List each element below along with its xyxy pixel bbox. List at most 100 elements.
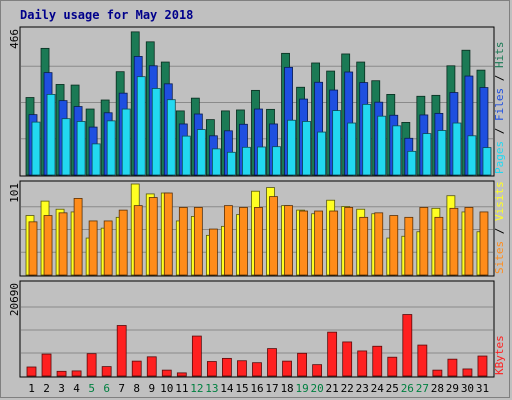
day-label-23: 23	[356, 382, 369, 395]
bar-sites-day-13	[208, 228, 218, 276]
bar-pages-day-8	[136, 76, 146, 176]
bar-kbytes-day-29	[447, 358, 458, 377]
bar-sites-day-1	[28, 221, 38, 276]
bar-kbytes-day-15	[237, 360, 247, 377]
bar-kbytes-day-12	[191, 335, 202, 377]
bar-sites-day-3	[58, 212, 68, 276]
day-label-11: 11	[175, 382, 188, 395]
bar-kbytes-day-24	[372, 345, 383, 377]
bar-kbytes-day-11	[176, 372, 187, 377]
bar-kbytes-day-19	[297, 352, 307, 377]
bar-pages-day-16	[257, 146, 266, 176]
bar-sites-day-7	[118, 209, 128, 276]
bar-sites-day-23	[359, 216, 369, 276]
day-label-28: 28	[431, 382, 444, 395]
bar-kbytes-day-8	[131, 360, 142, 377]
bar-kbytes-day-16	[252, 362, 262, 377]
bar-pages-day-7	[121, 108, 131, 176]
bar-pages-day-10	[166, 99, 176, 176]
bar-kbytes-day-5	[86, 353, 97, 377]
bar-kbytes-day-26	[402, 314, 413, 377]
bar-kbytes-day-25	[387, 356, 398, 377]
legend-sites: Sites	[493, 241, 506, 274]
day-label-4: 4	[73, 382, 80, 395]
bar-pages-day-17	[272, 146, 281, 176]
bar-pages-day-4	[76, 121, 86, 176]
legend-separator: /	[493, 121, 506, 141]
day-label-31: 31	[476, 382, 489, 395]
bar-sites-day-5	[88, 220, 98, 276]
bar-sites-day-11	[178, 207, 188, 276]
day-label-19: 19	[295, 382, 308, 395]
bar-sites-day-31	[479, 211, 489, 276]
day-label-8: 8	[133, 382, 140, 395]
bar-pages-day-25	[392, 125, 402, 176]
legend-files: Files	[493, 88, 506, 121]
bar-pages-day-9	[151, 88, 161, 176]
day-label-22: 22	[341, 382, 354, 395]
bar-pages-day-31	[482, 147, 492, 176]
panel-2-max-label: 101	[8, 183, 21, 203]
bar-kbytes-day-30	[462, 368, 473, 377]
chart-title: Daily usage for May 2018	[20, 8, 193, 22]
bar-sites-day-26	[404, 216, 414, 276]
bar-sites-day-25	[389, 215, 399, 276]
bar-kbytes-day-27	[417, 344, 428, 377]
bar-pages-day-2	[46, 94, 56, 176]
bar-kbytes-day-14	[222, 357, 232, 377]
bar-kbytes-day-9	[146, 356, 157, 377]
day-label-13: 13	[205, 382, 218, 395]
bar-pages-day-20	[317, 131, 327, 176]
day-label-14: 14	[220, 382, 234, 395]
day-label-27: 27	[416, 382, 429, 395]
bar-kbytes-day-23	[357, 350, 368, 377]
bar-pages-day-29	[452, 122, 462, 176]
legend-separator: /	[493, 68, 506, 88]
bar-pages-day-21	[332, 110, 342, 176]
bar-pages-day-22	[347, 122, 357, 176]
bar-sites-day-15	[239, 207, 248, 276]
bar-kbytes-day-1	[26, 366, 37, 377]
bar-kbytes-day-20	[312, 364, 323, 377]
day-label-30: 30	[461, 382, 474, 395]
bar-pages-day-1	[31, 121, 41, 176]
day-label-6: 6	[103, 382, 110, 395]
panel-3: 20690 KBytes	[8, 280, 506, 378]
bar-sites-day-28	[434, 216, 444, 276]
bar-kbytes-day-10	[161, 369, 172, 377]
bar-sites-day-24	[374, 212, 384, 276]
legend-pages: Pages	[493, 141, 506, 174]
day-label-10: 10	[160, 382, 173, 395]
day-label-26: 26	[401, 382, 414, 395]
bar-kbytes-day-18	[282, 360, 292, 377]
bar-sites-day-4	[73, 198, 83, 276]
bar-sites-day-27	[419, 207, 429, 276]
bar-kbytes-day-7	[116, 325, 127, 377]
panel-2-legend: Sites / Visits	[493, 181, 506, 274]
bar-pages-day-19	[302, 121, 311, 176]
bar-pages-day-6	[106, 120, 116, 176]
bar-sites-day-17	[269, 196, 278, 276]
panel-2: 101 Sites / Visits	[8, 180, 506, 277]
bar-kbytes-day-28	[432, 369, 443, 377]
bar-sites-day-2	[43, 215, 53, 276]
legend-kbytes: KBytes	[493, 335, 506, 375]
bar-sites-day-29	[449, 207, 459, 276]
bar-sites-day-14	[224, 205, 233, 276]
bar-sites-day-12	[193, 207, 203, 276]
day-label-2: 2	[43, 382, 50, 395]
day-label-24: 24	[371, 382, 385, 395]
day-label-17: 17	[265, 382, 278, 395]
bar-pages-day-3	[61, 118, 71, 176]
panel-3-plot-area	[19, 280, 495, 378]
day-label-7: 7	[118, 382, 125, 395]
bar-kbytes-day-31	[477, 355, 488, 377]
bar-kbytes-day-22	[342, 341, 353, 377]
bar-sites-day-9	[148, 197, 158, 276]
day-label-15: 15	[235, 382, 248, 395]
bar-sites-day-21	[329, 210, 339, 276]
day-label-21: 21	[326, 382, 339, 395]
bar-pages-day-11	[181, 135, 191, 176]
